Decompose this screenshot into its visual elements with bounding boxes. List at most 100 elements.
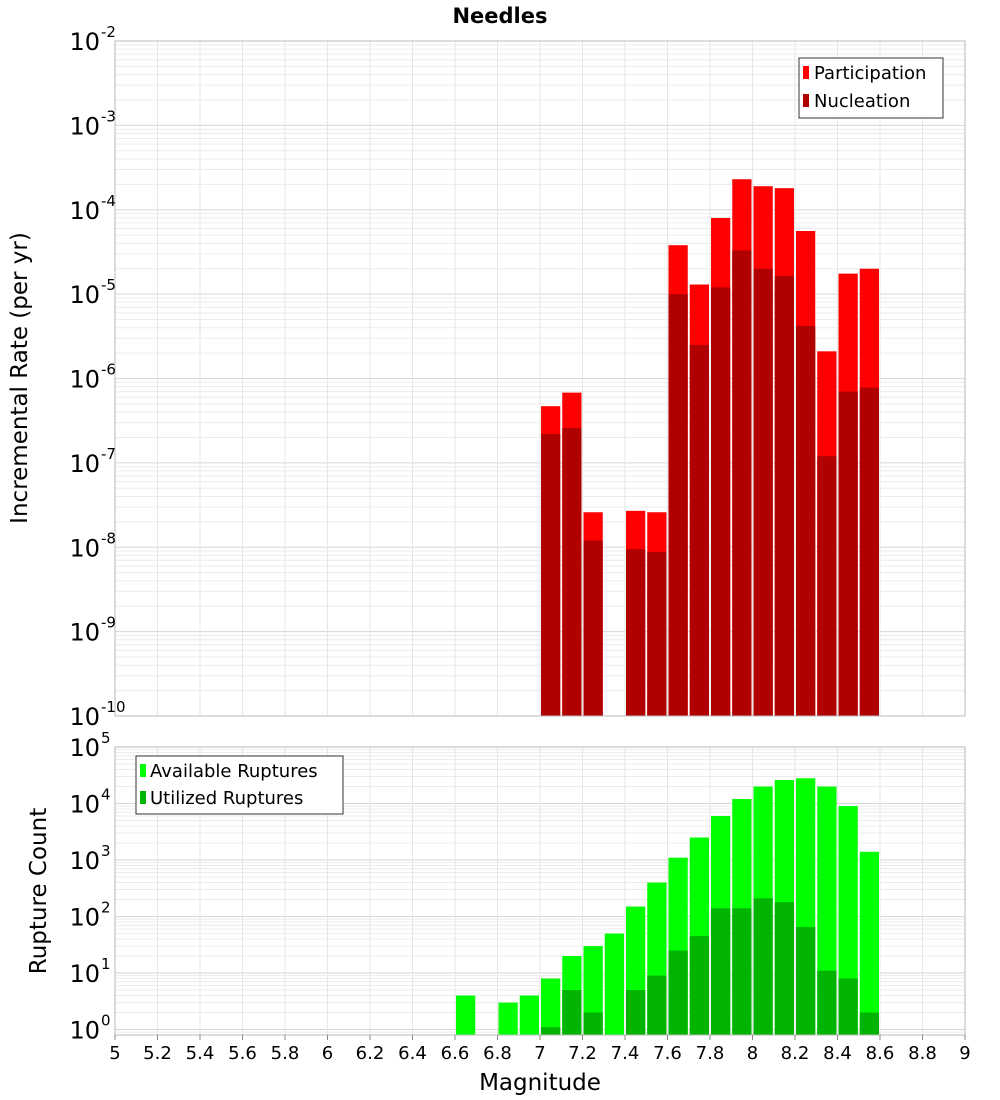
x-tick-label: 5.6: [228, 1043, 257, 1064]
bottom-y-tick-base: 10: [69, 847, 100, 875]
top-y-tick: 10 -2: [69, 23, 116, 56]
bottom-bar-utilized-ruptures: [838, 978, 858, 1035]
bottom-legend-box: [135, 755, 344, 815]
top-plot: 10-210-310-410-510-610-710-810-910-10 In…: [7, 23, 966, 731]
x-tick-label: 8.6: [866, 1043, 895, 1064]
x-tick-label: 6.4: [398, 1043, 427, 1064]
top-bar-nucleation: [732, 250, 752, 717]
bottom-bar-utilized-ruptures: [753, 898, 773, 1035]
bottom-bar-utilized-ruptures: [796, 927, 816, 1035]
top-y-tick-exponent: -7: [101, 445, 116, 463]
bottom-bar-utilized-ruptures: [583, 1012, 603, 1035]
top-y-ticks: 10-210-310-410-510-610-710-810-910-10: [69, 23, 125, 731]
top-plot-border: [114, 40, 966, 717]
top-bar-nucleation: [647, 551, 667, 716]
top-bar-nucleation: [774, 275, 794, 716]
x-tick-label: 5.2: [143, 1043, 172, 1064]
x-tick-label: 8.4: [823, 1043, 852, 1064]
bottom-bar-utilized-ruptures: [647, 975, 667, 1035]
top-y-tick: 10 -7: [69, 445, 116, 478]
top-bar-nucleation: [626, 549, 646, 716]
top-bar-nucleation: [562, 427, 582, 716]
x-tick-label: 7.4: [611, 1043, 640, 1064]
x-tick-label: 5.4: [186, 1043, 215, 1064]
bottom-y-tick: 10 2: [69, 899, 110, 932]
bottom-bar-available-ruptures: [541, 978, 561, 1035]
top-y-tick: 10 -6: [69, 361, 116, 394]
bottom-bar-available-ruptures: [838, 806, 858, 1035]
top-grid: [114, 40, 966, 717]
x-tick-label: 6.8: [483, 1043, 512, 1064]
bottom-y-tick-exponent: 0: [101, 1012, 111, 1030]
top-y-tick: 10 -9: [69, 614, 116, 647]
top-y-tick: 10 -10: [69, 698, 125, 731]
x-tick-label: 6.6: [441, 1043, 470, 1064]
x-tick-label: 7.2: [568, 1043, 597, 1064]
legend-label-participation: Participation: [814, 63, 926, 84]
x-tick-label: 8.2: [781, 1043, 810, 1064]
bottom-y-tick: 10 5: [69, 729, 110, 762]
bottom-y-tick: 10 3: [69, 842, 110, 875]
legend-label-nucleation: Nucleation: [814, 91, 910, 112]
legend-swatch-utilized: [140, 791, 146, 804]
x-tick-label: 6: [322, 1043, 333, 1064]
top-legend-box: [798, 57, 944, 119]
top-y-tick-exponent: -9: [101, 614, 116, 632]
legend-swatch-participation: [803, 66, 809, 79]
top-bar-nucleation: [753, 268, 773, 716]
bottom-y-tick-exponent: 3: [101, 842, 111, 860]
top-y-tick-exponent: -8: [101, 529, 116, 547]
top-y-tick-exponent: -3: [101, 107, 116, 125]
bottom-bar-available-ruptures: [519, 995, 539, 1035]
top-y-tick-base: 10: [69, 197, 100, 225]
bottom-y-tick-base: 10: [69, 904, 100, 932]
bottom-y-tick-base: 10: [69, 960, 100, 988]
top-bar-nucleation: [541, 433, 561, 716]
top-y-tick-base: 10: [69, 450, 100, 478]
bottom-bar-available-ruptures: [859, 851, 879, 1035]
legend-swatch-available: [140, 764, 146, 777]
bottom-bar-utilized-ruptures: [732, 908, 752, 1035]
top-y-tick-exponent: -6: [101, 361, 116, 379]
bottom-bar-utilized-ruptures: [541, 1027, 561, 1035]
legend-label-available: Available Ruptures: [150, 761, 318, 782]
bottom-y-tick-exponent: 1: [101, 955, 111, 973]
x-tick-label: 7.6: [653, 1043, 682, 1064]
bottom-y-tick: 10 0: [69, 1012, 110, 1045]
bottom-bar-utilized-ruptures: [668, 950, 688, 1035]
top-y-tick-exponent: -5: [101, 276, 116, 294]
top-y-tick: 10 -3: [69, 107, 116, 140]
bottom-bar-utilized-ruptures: [626, 990, 646, 1035]
top-y-tick-exponent: -2: [101, 23, 116, 41]
top-bar-nucleation: [668, 294, 688, 716]
x-tick-label: 7: [534, 1043, 545, 1064]
bottom-bar-utilized-ruptures: [689, 936, 709, 1035]
x-tick-label: 9: [959, 1043, 970, 1064]
bottom-y-tick-base: 10: [69, 791, 100, 819]
x-tick-label: 5: [109, 1043, 120, 1064]
top-y-tick-base: 10: [69, 534, 100, 562]
legend-label-utilized: Utilized Ruptures: [150, 788, 303, 809]
bottom-y-tick-base: 10: [69, 734, 100, 762]
bottom-bars: [456, 778, 879, 1035]
bottom-bar-utilized-ruptures: [562, 990, 582, 1035]
x-tick-label: 7.8: [696, 1043, 725, 1064]
x-axis-label: Magnitude: [479, 1070, 601, 1096]
top-y-tick-exponent: -10: [101, 698, 126, 716]
top-y-tick: 10 -8: [69, 529, 116, 562]
top-bar-nucleation: [796, 325, 816, 716]
x-ticks: 5 5.2 5.4 5.6 5.8 6 6.2 6.4 6.6 6.8 7 7.2 7.4 7.6 7.8 8…: [109, 1035, 971, 1064]
bottom-y-tick: 10 4: [69, 786, 110, 819]
bottom-bar-available-ruptures: [456, 995, 476, 1035]
top-bar-nucleation: [859, 387, 879, 716]
x-tick-label: 5.8: [271, 1043, 300, 1064]
bottom-y-tick-base: 10: [69, 1017, 100, 1045]
bottom-bar-utilized-ruptures: [817, 970, 837, 1035]
top-bar-nucleation: [711, 287, 731, 716]
x-tick-label: 6.2: [356, 1043, 385, 1064]
top-bars: [541, 179, 879, 717]
top-bar-nucleation: [817, 456, 837, 716]
